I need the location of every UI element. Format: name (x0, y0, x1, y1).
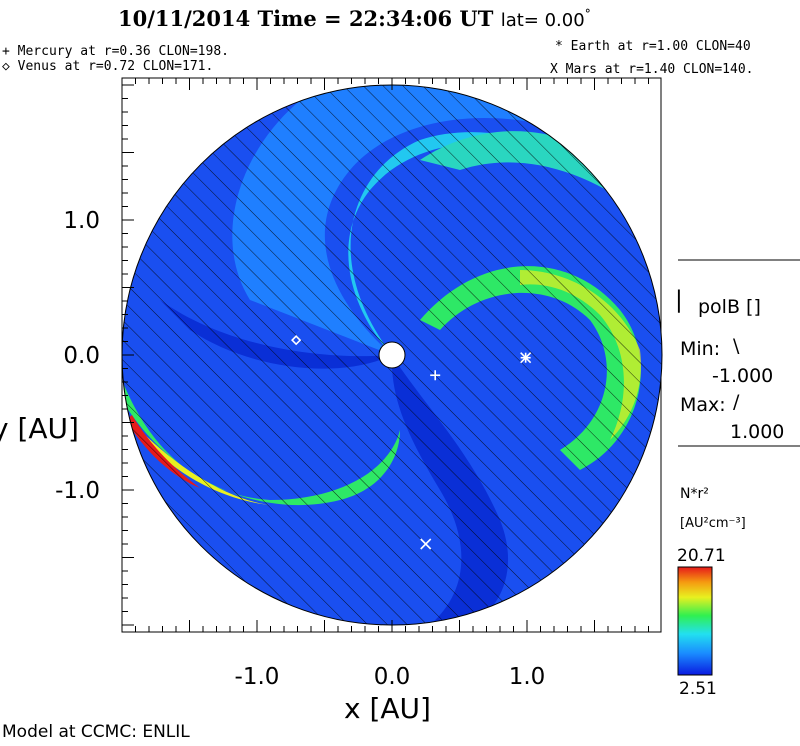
footer-credit: Model at CCMC: ENLIL (2, 722, 190, 742)
y-tick-label: 1.0 (63, 208, 100, 234)
title-date: 10/11/2014 (118, 6, 251, 31)
max-symbol: / (733, 391, 740, 413)
plot-title: 10/11/2014 Time = 22:34:06 UT lat= 0.00° (118, 6, 591, 31)
x-tick-label: 1.0 (509, 664, 546, 690)
max-value: 1.000 (730, 421, 785, 443)
min-value: -1.000 (712, 365, 774, 387)
max-label: Max: (680, 394, 726, 416)
colorbar-max: 20.71 (677, 546, 726, 566)
colorbar-min: 2.51 (679, 679, 717, 699)
earth-marker (520, 352, 532, 364)
x-tick-label: -1.0 (235, 664, 280, 690)
y-axis-label: y [AU] (0, 412, 79, 445)
y-tick-label: -1.0 (55, 478, 100, 504)
earth-legend: * Earth at r=1.00 CLON=40 (555, 39, 751, 54)
title-time: Time = 22:34:06 UT (257, 6, 494, 31)
mercury-marker (430, 370, 441, 381)
sun-disk (378, 341, 406, 369)
x-axis-label: x [AU] (344, 692, 431, 725)
mars-marker (420, 538, 432, 550)
venus-legend: ◇ Venus at r=0.72 CLON=171. (2, 59, 214, 74)
colorbar-units: [AU²cm⁻³] (680, 516, 746, 531)
min-symbol: \ (733, 335, 740, 357)
pol-bar: | (675, 287, 683, 313)
mars-legend: X Mars at r=1.40 CLON=140. (550, 62, 754, 77)
mercury-legend: + Mercury at r=0.36 CLON=198. (2, 44, 229, 59)
colorbar-title: N*r² (680, 486, 709, 502)
x-tick-label: 0.0 (374, 664, 411, 690)
title-lat: lat= 0.00 (500, 10, 585, 31)
pol-label: polB [] (698, 296, 761, 318)
venus-marker (291, 335, 302, 346)
y-tick-label: 0.0 (63, 343, 100, 369)
min-label: Min: (680, 338, 721, 360)
colorbar (677, 566, 713, 676)
title-degree: ° (584, 7, 591, 21)
density-map (122, 85, 662, 625)
